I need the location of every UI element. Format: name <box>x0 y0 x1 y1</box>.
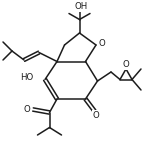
Text: O: O <box>123 60 129 69</box>
Text: O: O <box>93 111 99 120</box>
Text: O: O <box>24 105 30 114</box>
Text: HO: HO <box>20 74 33 82</box>
Text: O: O <box>99 39 105 48</box>
Text: OH: OH <box>74 2 88 11</box>
